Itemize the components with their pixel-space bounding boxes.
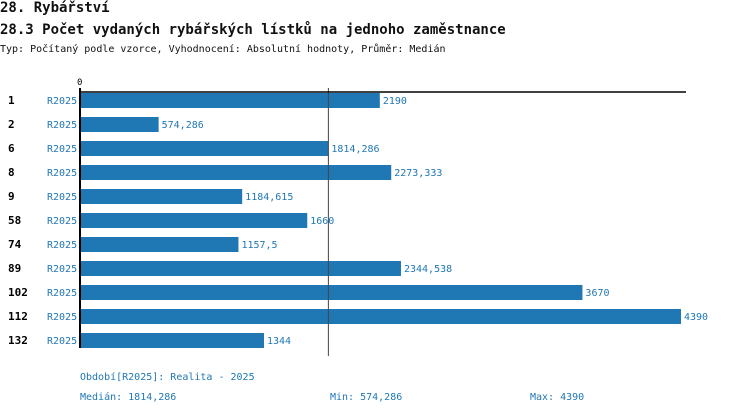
- value-label: 3670: [585, 288, 609, 299]
- chart-subtitle: Typ: Počítaný podle vzorce, Vyhodnocení:…: [0, 44, 446, 55]
- category-label: 89: [8, 262, 21, 275]
- category-label: 58: [8, 214, 21, 227]
- category-label: 74: [8, 238, 22, 251]
- value-label: 1814,286: [331, 144, 379, 155]
- value-label: 1184,615: [245, 192, 293, 203]
- value-label: 574,286: [162, 120, 204, 131]
- value-label: 4390: [684, 312, 708, 323]
- footer-min: Min: 574,286: [330, 392, 403, 403]
- category-label: 112: [8, 310, 28, 323]
- series-label: R2025: [47, 192, 77, 203]
- bar: [80, 189, 243, 204]
- category-label: 6: [8, 142, 15, 155]
- bar: [80, 117, 159, 132]
- series-label: R2025: [47, 144, 77, 155]
- value-label: 2273,333: [394, 168, 442, 179]
- section-title: 28. Rybářství: [0, 0, 110, 16]
- series-label: R2025: [47, 120, 77, 131]
- series-label: R2025: [47, 336, 77, 347]
- category-label: 9: [8, 190, 15, 203]
- series-label: R2025: [47, 240, 77, 251]
- footer-period: Období[R2025]: Realita - 2025: [80, 372, 255, 383]
- bar: [80, 309, 681, 324]
- category-label: 8: [8, 166, 15, 179]
- series-label: R2025: [47, 96, 77, 107]
- footer-median: Medián: 1814,286: [80, 392, 177, 403]
- bar: [80, 261, 401, 276]
- value-label: 2344,538: [404, 264, 452, 275]
- category-label: 1: [8, 94, 15, 107]
- series-label: R2025: [47, 288, 77, 299]
- category-label: 102: [8, 286, 28, 299]
- bar: [80, 93, 380, 108]
- value-label: 1344: [267, 336, 291, 347]
- category-label: 132: [8, 334, 28, 347]
- bar: [80, 213, 308, 228]
- axis-zero-label: 0: [77, 78, 82, 88]
- value-label: 2190: [383, 96, 407, 107]
- bar: [80, 141, 329, 156]
- bar: [80, 165, 392, 180]
- value-label: 1157,5: [241, 240, 277, 251]
- value-label: 1660: [310, 216, 334, 227]
- series-label: R2025: [47, 312, 77, 323]
- bar: [80, 237, 239, 252]
- bar: [80, 333, 264, 348]
- bar: [80, 285, 583, 300]
- series-label: R2025: [47, 216, 77, 227]
- category-label: 2: [8, 118, 15, 131]
- series-label: R2025: [47, 168, 77, 179]
- series-label: R2025: [47, 264, 77, 275]
- chart-title: 28.3 Počet vydaných rybářských lístků na…: [0, 22, 506, 38]
- footer-max: Max: 4390: [530, 392, 585, 403]
